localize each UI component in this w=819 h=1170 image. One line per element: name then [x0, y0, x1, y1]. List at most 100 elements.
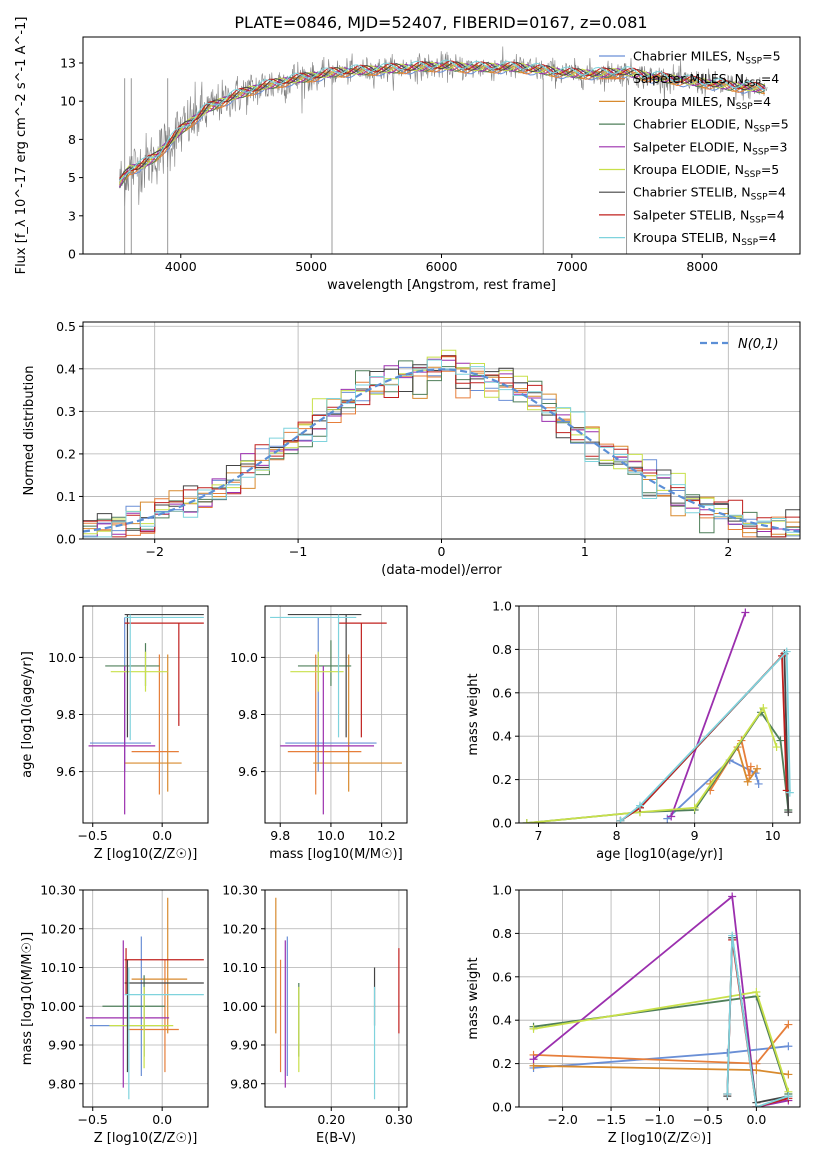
- legend-subscript: SSP: [736, 102, 753, 112]
- y-tick-label: 10.20: [222, 921, 258, 936]
- plot-area: [85, 897, 204, 1100]
- legend-count: =4: [761, 71, 779, 86]
- y-tick-label: 8: [68, 132, 76, 147]
- legend-count: =5: [770, 117, 788, 132]
- x-tick-label: −2.0: [547, 1112, 577, 1127]
- data-point-marker: [690, 803, 699, 812]
- y-tick-label: 9.80: [230, 1076, 258, 1091]
- data-point-marker: [752, 1066, 761, 1075]
- legend-subscript: SSP: [749, 215, 766, 225]
- legend-entry: Salpeter STELIB, NSSP=4: [633, 207, 785, 225]
- x-axis-label: Z [log10(Z/Z☉)]: [608, 1131, 712, 1146]
- x-tick-label: 10.2: [368, 828, 396, 843]
- x-tick-label: 4000: [165, 259, 197, 274]
- x-tick-label: 0.0: [152, 828, 172, 843]
- data-point-marker: [529, 1024, 538, 1033]
- x-tick-label: 0: [438, 544, 446, 559]
- data-point-marker: [723, 1048, 732, 1057]
- legend-entry: Chabrier MILES, NSSP=5: [633, 49, 781, 67]
- y-tick-label: 13: [60, 55, 76, 70]
- legend-entry: Kroupa STELIB, NSSP=4: [633, 230, 777, 248]
- y-tick-label: 0.2: [492, 772, 512, 787]
- panel-mass-weight-vs-Z: −2.0 −1.5 −1.0 −0.5 0.0 0.0 0.2 0.4 0.6 0.8 1.0 Z […: [466, 883, 801, 1146]
- x-tick-label: −1: [289, 544, 307, 559]
- data-point-marker: [635, 801, 644, 810]
- data-point-marker: [772, 743, 781, 752]
- legend-count: =4: [768, 185, 786, 200]
- x-tick-label: 0.0: [152, 1112, 172, 1127]
- panel-age-vs-Z: −0.5 0.0 9.6 9.8 10.0 Z [log10(Z/Z☉)] age [log…: [20, 605, 209, 862]
- x-tick-label: 10: [765, 828, 781, 843]
- y-axis-label: mass weight: [466, 957, 481, 1039]
- y-tick-label: 9.80: [48, 1076, 76, 1091]
- data-point-marker: [754, 779, 763, 788]
- x-axis-label: age [log10(age/yr)]: [596, 847, 723, 862]
- x-tick-label: −0.5: [693, 1112, 723, 1127]
- panel-age-vs-mass: 9.8 10.0 10.2 9.6 9.8 10.0 mass [log10(M/M☉)]: [230, 605, 408, 862]
- data-point-marker: [752, 987, 761, 996]
- data-point-marker: [782, 647, 791, 656]
- plot-area: [275, 897, 400, 1100]
- plot-area: [270, 613, 402, 815]
- x-tick-label: −2: [145, 544, 163, 559]
- legend-count: =4: [753, 94, 771, 109]
- x-axis-label: E(B-V): [316, 1131, 356, 1146]
- x-tick-label: 10.0: [317, 828, 345, 843]
- y-tick-label: 9.8: [238, 707, 258, 722]
- legend-entry: N(0,1): [738, 337, 779, 352]
- y-tick-label: 1.0: [492, 599, 512, 614]
- x-axis-label: mass [log10(M/M☉)]: [269, 847, 402, 862]
- y-tick-label: 9.90: [48, 1038, 76, 1053]
- y-axis-label: age [log10(age/yr)]: [20, 651, 35, 778]
- data-point-marker: [667, 812, 676, 821]
- y-tick-label: 0.4: [492, 1013, 512, 1028]
- plot-area: [83, 349, 800, 538]
- x-axis-label: Z [log10(Z/Z☉)]: [94, 1131, 198, 1146]
- y-axis-label: mass weight: [466, 673, 481, 755]
- y-tick-label: 10.30: [222, 883, 258, 898]
- panel-residual-histogram: N(0,1) −2 −1 0 1 2 0.0 0.1 0.2 0.3 0.4 0.5 (data-mod…: [22, 319, 801, 578]
- y-tick-label: 0: [68, 247, 76, 262]
- data-point-marker: [785, 788, 794, 797]
- y-tick-label: 10.00: [40, 999, 76, 1014]
- figure-title: PLATE=0846, MJD=52407, FIBERID=0167, z=0…: [234, 13, 647, 32]
- y-tick-label: 9.90: [230, 1038, 258, 1053]
- x-tick-label: 0.30: [385, 1112, 413, 1127]
- y-tick-label: 9.6: [238, 764, 258, 779]
- y-tick-label: 0.0: [492, 816, 512, 831]
- data-point-marker: [784, 808, 793, 817]
- legend-subscript: SSP: [741, 238, 758, 248]
- legend-subscript: SSP: [753, 125, 770, 135]
- y-tick-label: 0.5: [56, 319, 76, 334]
- mass-weight-line: [532, 894, 789, 1107]
- x-tick-label: 0.20: [317, 1112, 345, 1127]
- x-tick-label: −0.5: [78, 828, 108, 843]
- y-tick-label: 9.8: [56, 707, 76, 722]
- legend-entry: Kroupa ELODIE, NSSP=5: [633, 162, 779, 180]
- y-tick-label: 10.10: [222, 960, 258, 975]
- y-tick-label: 0.8: [492, 642, 512, 657]
- y-tick-label: 0.6: [492, 969, 512, 984]
- y-tick-label: 10.00: [222, 999, 258, 1014]
- legend-entry: Salpeter MILES, NSSP=4: [633, 71, 779, 89]
- y-tick-label: 0.4: [56, 361, 76, 376]
- legend-subscript: SSP: [745, 57, 762, 67]
- legend-count: =3: [769, 139, 787, 154]
- x-tick-label: −1.0: [644, 1112, 674, 1127]
- panel-mass-vs-ebv: 0.20 0.30 9.80 9.90 10.00 10.10 10.20 10.30 E(B-…: [222, 883, 413, 1147]
- legend-entry: Chabrier ELODIE, NSSP=5: [633, 117, 789, 135]
- model-spectrum-chabrier-stelib: [119, 61, 766, 180]
- mass-weight-line: [619, 649, 791, 822]
- x-tick-label: 6000: [426, 259, 458, 274]
- y-tick-label: 9.6: [56, 764, 76, 779]
- data-point-marker: [522, 819, 531, 823]
- plot-area: [522, 608, 794, 823]
- data-point-marker: [752, 1103, 761, 1107]
- panel-spectrum: Chabrier MILES, NSSP=5 Salpeter MILES, NS…: [14, 17, 801, 293]
- x-axis-label: (data-model)/error: [381, 563, 502, 578]
- mass-weight-line: [726, 935, 789, 1107]
- x-tick-label: 9.8: [270, 828, 290, 843]
- x-tick-label: 0.0: [746, 1112, 766, 1127]
- x-axis-label: wavelength [Angstrom, rest frame]: [327, 278, 556, 293]
- plot-area: [119, 46, 768, 254]
